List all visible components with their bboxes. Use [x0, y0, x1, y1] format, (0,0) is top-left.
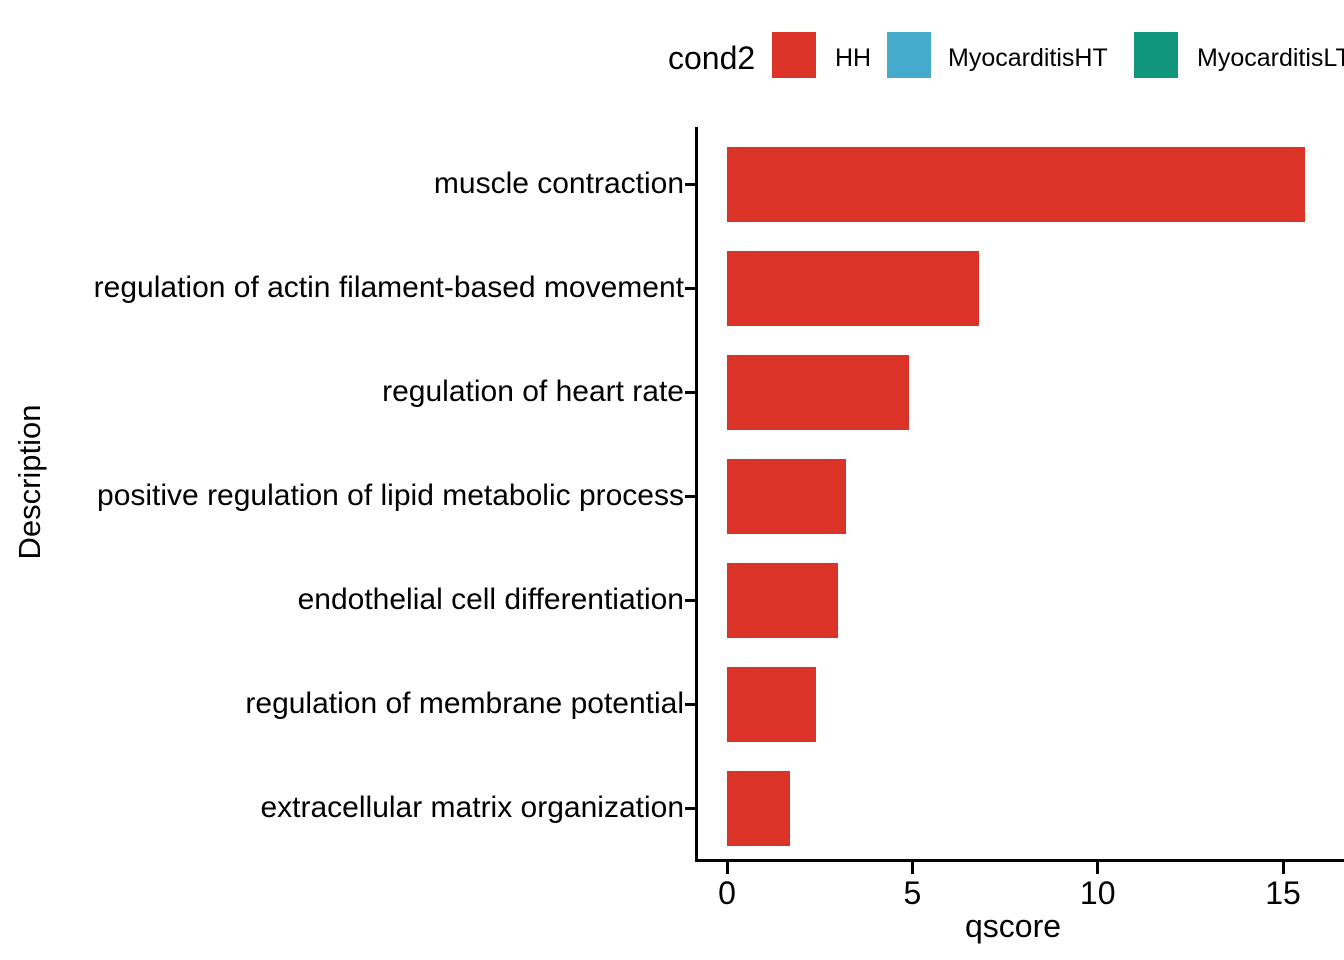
x-tick-label: 0: [718, 875, 736, 911]
x-tick: [1096, 862, 1100, 874]
legend-label-HH: HH: [835, 44, 872, 72]
x-axis-title: qscore: [964, 908, 1062, 944]
legend-swatch-MyocarditisLT: [1134, 32, 1178, 78]
y-tick: [685, 286, 695, 290]
bar-5: [727, 562, 839, 638]
legend-label-MyocarditisHT: MyocarditisHT: [948, 44, 1108, 72]
y-tick: [685, 390, 695, 394]
y-axis-title: Description: [12, 404, 47, 560]
y-tick: [685, 182, 695, 186]
y-axis-line: [695, 127, 698, 862]
bar-2: [727, 250, 980, 326]
bar-1: [727, 146, 1306, 222]
y-tick: [685, 598, 695, 602]
category-label: extracellular matrix organization: [260, 791, 684, 824]
category-label: regulation of membrane potential: [245, 687, 684, 720]
y-tick: [685, 702, 695, 706]
bar-7: [727, 770, 791, 846]
category-label: regulation of actin filament-based movem…: [93, 271, 684, 304]
legend-label-MyocarditisLT: MyocarditisLT: [1197, 44, 1344, 72]
x-tick-label: 10: [1079, 875, 1116, 911]
x-tick: [910, 862, 914, 874]
legend-swatch-MyocarditisHT: [887, 32, 931, 78]
bar-3: [727, 354, 909, 430]
y-tick: [685, 494, 695, 498]
x-tick: [725, 862, 729, 874]
category-label: regulation of heart rate: [382, 375, 684, 408]
x-tick-label: 15: [1265, 875, 1301, 911]
category-label: positive regulation of lipid metabolic p…: [97, 479, 684, 512]
bar-4: [727, 458, 846, 534]
x-tick: [1281, 862, 1285, 874]
x-axis-line: [695, 859, 1344, 862]
category-label: endothelial cell differentiation: [297, 583, 684, 616]
legend-title: cond2: [668, 40, 756, 76]
bar-6: [727, 666, 816, 742]
x-tick-label: 5: [903, 875, 922, 911]
legend-swatch-HH: [772, 32, 816, 78]
y-tick: [685, 806, 695, 810]
category-label: muscle contraction: [433, 167, 684, 200]
